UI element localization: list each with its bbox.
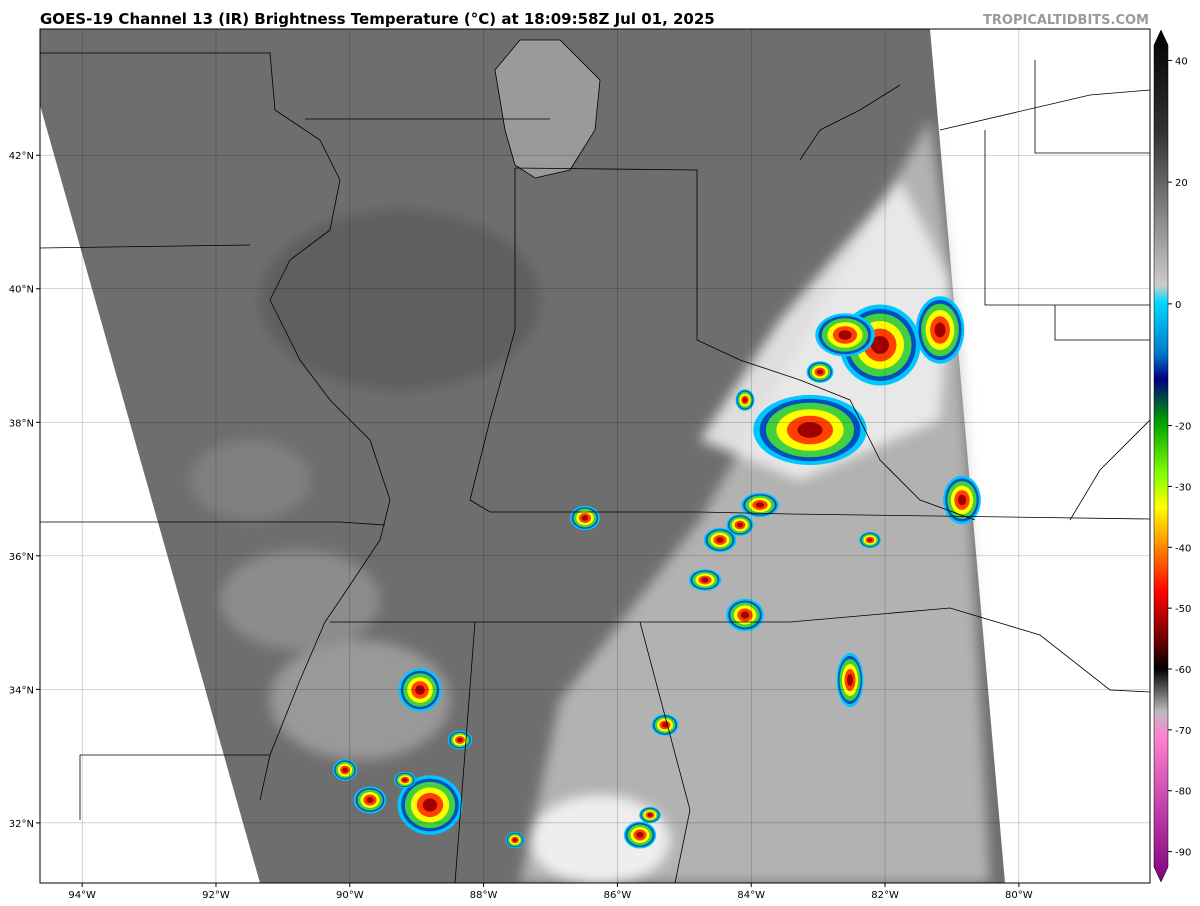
cell-layer [797,422,823,438]
lon-label: 82°W [871,890,899,901]
lat-label: 34°N [9,685,34,696]
lon-label: 86°W [604,890,632,901]
convective-cell [332,759,358,781]
cell-layer [817,369,823,375]
convective-cell [398,668,442,712]
convective-cell [703,527,737,553]
lat-label: 36°N [9,552,34,563]
convective-cell [623,821,657,849]
lon-label: 94°W [68,890,96,901]
convective-cell [741,492,779,518]
lon-label: 90°W [336,890,364,901]
colorbar-label: -40 [1175,543,1191,554]
convection [332,296,981,849]
convective-cell [505,831,525,849]
colorbar-label: 0 [1175,300,1181,311]
lat-label: 38°N [9,418,34,429]
cell-layer [512,838,518,842]
cell-layer [737,522,743,528]
lon-label: 80°W [1005,890,1033,901]
cell-layer [847,674,853,686]
map-area [40,29,1150,883]
cell-layer [838,330,852,340]
cell-layer [415,685,425,695]
colorbar-label: 40 [1175,56,1188,67]
convective-cell [353,786,387,814]
lat-label: 42°N [9,151,34,162]
convective-cell [815,313,875,357]
cell-layer [740,611,750,619]
colorbar [1153,29,1169,883]
graticule [40,29,1150,883]
lon-label: 84°W [737,890,765,901]
cell-layer [366,797,374,803]
lon-label: 88°W [470,890,498,901]
cell-layer [662,722,668,728]
colorbar-label: 20 [1175,178,1188,189]
cell-layer [755,502,765,508]
convective-cell [447,730,473,750]
cell-layer [342,767,348,773]
cell-layer [934,322,946,338]
cell-layer [716,537,724,543]
convective-cell [397,775,463,835]
lat-label: 40°N [9,285,34,296]
convective-cell [688,569,722,591]
cell-layer [871,336,889,354]
cell-layer [457,737,463,743]
convective-cell [753,394,867,466]
title: GOES-19 Channel 13 (IR) Brightness Tempe… [40,10,715,28]
boundaries [40,52,1150,883]
cell-layer [422,798,438,812]
colorbar-label: -90 [1175,848,1191,859]
cell-layer [742,397,748,403]
convective-cell [806,361,834,383]
cell-layer [647,813,653,817]
colorbar-label: -20 [1175,422,1191,433]
cell-layer [636,832,644,838]
cell-layer [581,515,589,521]
cell-layer [867,538,873,542]
convective-cell [726,514,754,536]
colorbar-label: -30 [1175,482,1191,493]
convective-cell [859,531,881,549]
convective-cell [836,653,864,707]
cell-layer [402,778,408,782]
colorbar-label: -60 [1175,665,1191,676]
convective-cell [570,505,600,531]
colorbar-label: -80 [1175,787,1191,798]
colorbar-label: -70 [1175,726,1191,737]
cell-layer [957,494,967,506]
credit: TROPICALTIDBITS.COM [983,13,1149,28]
convective-cell [915,296,965,364]
convective-cell [943,475,981,525]
map-frame [39,28,1151,884]
lake-michigan [494,39,601,179]
colorbar-label: -50 [1175,604,1191,615]
convective-cell [394,771,416,789]
convective-cell [726,598,764,632]
lat-label: 32°N [9,819,34,830]
convective-cell [639,806,661,824]
cell-layer [701,577,709,583]
labels: 94°W 92°W 90°W 88°W 86°W 84°W 82°W 80°W 32°N 34°N… [9,56,1192,901]
convective-cell [735,389,755,411]
lon-label: 92°W [202,890,230,901]
